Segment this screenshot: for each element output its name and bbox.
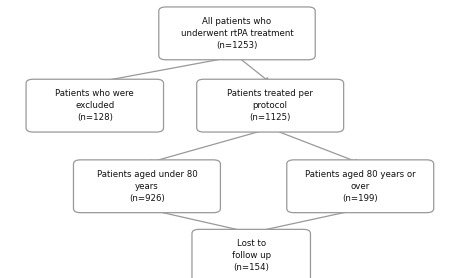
FancyBboxPatch shape [192,229,310,278]
FancyBboxPatch shape [73,160,220,213]
Text: Patients treated per
protocol
(n=1125): Patients treated per protocol (n=1125) [227,89,313,122]
FancyBboxPatch shape [287,160,434,213]
Text: Lost to
follow up
(n=154): Lost to follow up (n=154) [232,239,271,272]
FancyBboxPatch shape [26,79,164,132]
Text: Patients who were
excluded
(n=128): Patients who were excluded (n=128) [55,89,134,122]
Text: All patients who
underwent rtPA treatment
(n=1253): All patients who underwent rtPA treatmen… [181,17,293,50]
FancyBboxPatch shape [159,7,315,60]
FancyBboxPatch shape [197,79,344,132]
Text: Patients aged under 80
years
(n=926): Patients aged under 80 years (n=926) [97,170,197,203]
Text: Patients aged 80 years or
over
(n=199): Patients aged 80 years or over (n=199) [305,170,416,203]
